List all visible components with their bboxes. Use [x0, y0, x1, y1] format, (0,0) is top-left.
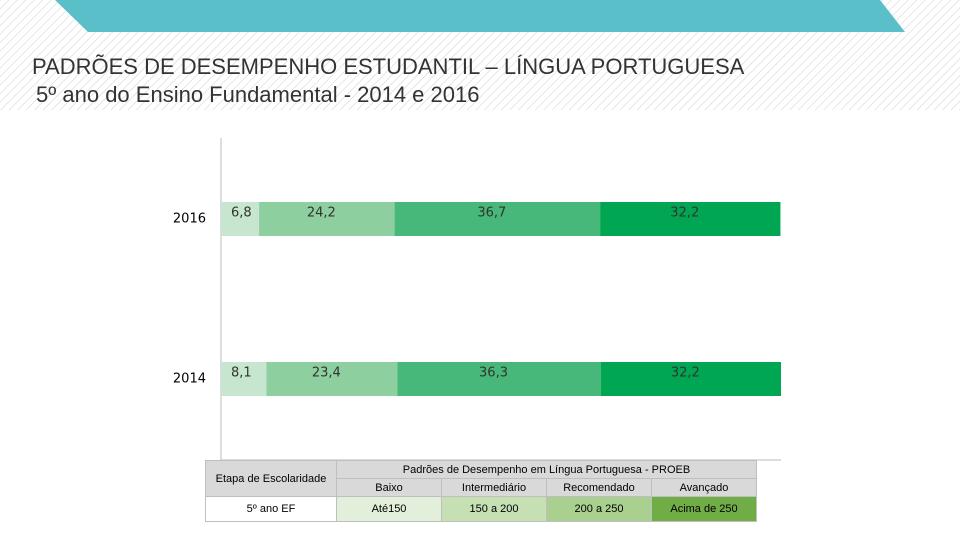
table-header: Etapa de Escolaridade	[205, 460, 337, 497]
y-tick-label: 2014	[173, 372, 206, 387]
bar-segment	[259, 202, 395, 236]
bar-segment	[397, 362, 601, 396]
data-label: 6,8	[231, 206, 252, 221]
bar-segment	[221, 202, 260, 236]
bar-segment	[394, 202, 601, 236]
data-label: 36,3	[479, 366, 508, 381]
data-label: 23,4	[312, 366, 341, 381]
data-label: 24,2	[307, 206, 336, 221]
bar-segment	[600, 202, 781, 236]
legend-table: Etapa de Escolaridade Padrões de Desempe…	[205, 460, 757, 522]
table-cell: 200 a 250	[546, 496, 652, 522]
column-header: Recomendado	[546, 478, 652, 497]
table-cell: 5º ano EF	[205, 496, 337, 522]
table-cell: 150 a 200	[441, 496, 547, 522]
table-title: Padrões de Desempenho em Língua Portugue…	[336, 460, 757, 479]
table-cell: Até150	[336, 496, 442, 522]
subtitle: 5º ano do Ensino Fundamental - 2014 e 20…	[36, 82, 479, 107]
column-header: Intermediário	[441, 478, 547, 497]
bar-segment	[600, 362, 781, 396]
column-header: Avançado	[651, 478, 757, 497]
data-label: 32,2	[670, 206, 699, 221]
y-tick-label: 2016	[173, 212, 206, 227]
bar-segment	[221, 362, 267, 396]
data-label: 8,1	[231, 366, 252, 381]
header-band	[55, 0, 905, 32]
title: PADRÕES DE DESEMPENHO ESTUDANTIL – LÍNGU…	[32, 54, 745, 79]
bar-segment	[266, 362, 398, 396]
column-header: Baixo	[336, 478, 442, 497]
data-label: 32,2	[671, 366, 700, 381]
table-cell: Acima de 250	[651, 496, 757, 522]
data-label: 36,7	[477, 206, 506, 221]
